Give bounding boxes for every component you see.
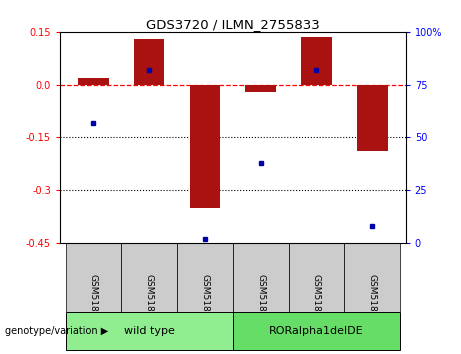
Text: wild type: wild type (124, 326, 175, 336)
Text: GSM518355: GSM518355 (312, 274, 321, 329)
Bar (78, 78, 109, 85)
Text: GSM518351: GSM518351 (89, 274, 98, 329)
Text: GSM518356: GSM518356 (368, 274, 377, 329)
Bar (121, 243, 177, 312)
Text: GSM518353: GSM518353 (201, 274, 209, 329)
Text: GSM518352: GSM518352 (145, 274, 154, 329)
Bar (357, 85, 388, 152)
Bar (134, 39, 165, 85)
Bar (245, 85, 276, 92)
Bar (233, 312, 400, 350)
Text: GSM518354: GSM518354 (256, 274, 265, 329)
Bar (344, 243, 400, 312)
Text: RORalpha1delDE: RORalpha1delDE (269, 326, 364, 336)
Bar (289, 243, 344, 312)
Bar (177, 243, 233, 312)
Bar (189, 85, 220, 208)
Text: genotype/variation ▶: genotype/variation ▶ (5, 326, 108, 336)
Bar (65, 243, 121, 312)
Bar (301, 37, 332, 85)
Bar (65, 312, 233, 350)
Bar (233, 243, 289, 312)
Title: GDS3720 / ILMN_2755833: GDS3720 / ILMN_2755833 (146, 18, 319, 31)
